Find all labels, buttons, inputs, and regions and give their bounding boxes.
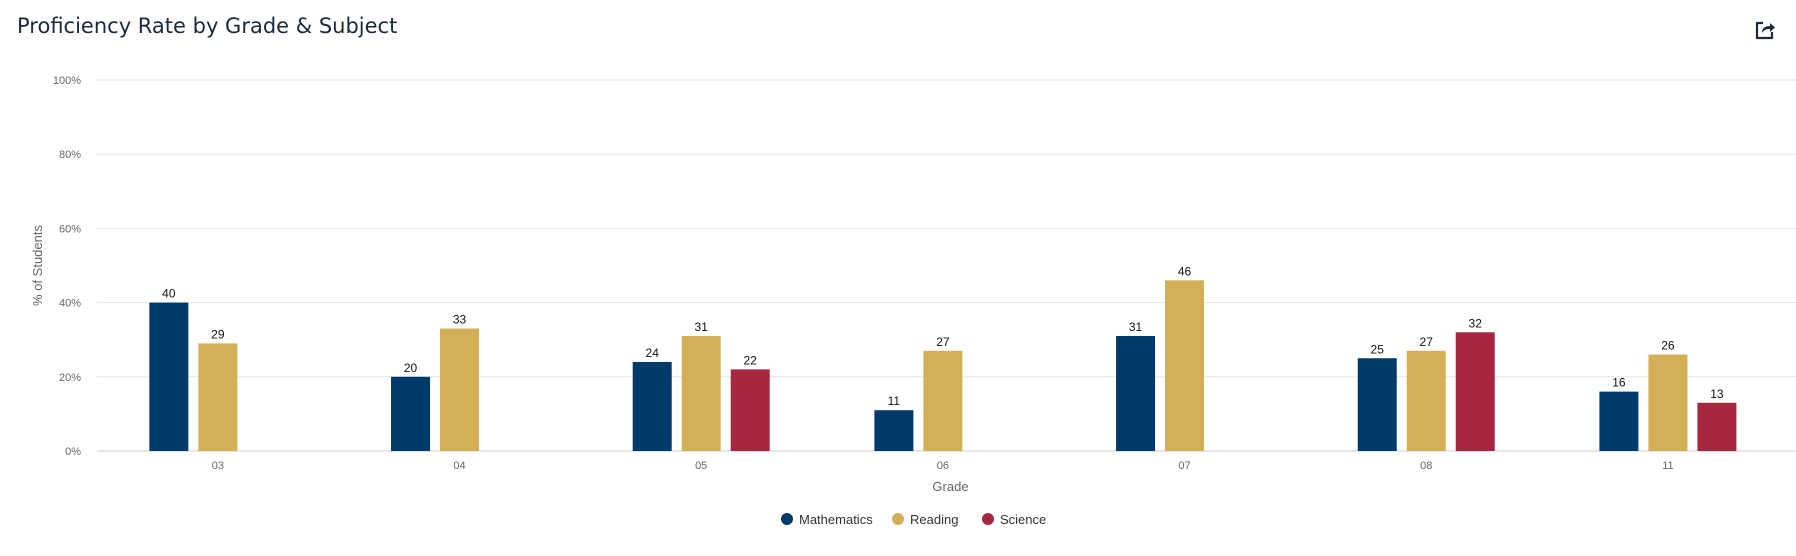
legend-label: Mathematics xyxy=(799,512,873,527)
bar-reading-05[interactable] xyxy=(681,335,721,451)
legend-item-reading[interactable]: Reading xyxy=(892,512,958,527)
y-tick-label: 40% xyxy=(59,298,81,310)
y-tick-label: 0% xyxy=(65,446,81,458)
x-tick-label: 07 xyxy=(1178,460,1190,472)
bars xyxy=(149,280,1737,451)
y-tick-label: 100% xyxy=(53,75,81,87)
bar-mathematics-11[interactable] xyxy=(1599,391,1639,451)
x-tick-label: 05 xyxy=(695,460,707,472)
bar-reading-07[interactable] xyxy=(1165,280,1205,451)
x-tick-label: 08 xyxy=(1420,460,1432,472)
y-tick-label: 20% xyxy=(59,372,81,384)
data-label: 11 xyxy=(888,394,901,408)
data-label: 32 xyxy=(1469,316,1483,330)
legend-label: Science xyxy=(1000,512,1046,527)
share-icon[interactable] xyxy=(1752,17,1778,43)
data-label: 26 xyxy=(1661,339,1675,353)
x-axis-ticks: 03 04 05 06 07 08 11 xyxy=(212,460,1674,472)
data-label: 31 xyxy=(695,320,709,334)
bar-reading-08[interactable] xyxy=(1406,350,1446,451)
bar-science-11[interactable] xyxy=(1697,402,1737,451)
legend-item-mathematics[interactable]: Mathematics xyxy=(781,512,873,527)
y-tick-label: 60% xyxy=(59,223,81,235)
data-labels: 40 29 20 33 24 31 22 11 27 31 46 25 27 32 16 26 13 xyxy=(162,264,1724,408)
data-label: 27 xyxy=(1420,335,1434,349)
data-label: 27 xyxy=(936,335,950,349)
x-axis-title: Grade xyxy=(932,479,968,494)
bar-science-05[interactable] xyxy=(730,369,770,451)
x-tick-label: 04 xyxy=(453,460,465,472)
legend-item-science[interactable]: Science xyxy=(982,512,1046,527)
bar-reading-03[interactable] xyxy=(198,343,238,451)
bar-reading-06[interactable] xyxy=(923,350,963,451)
data-label: 16 xyxy=(1612,376,1626,390)
data-label: 33 xyxy=(453,313,467,327)
y-tick-label: 80% xyxy=(59,149,81,161)
data-label: 22 xyxy=(744,353,758,367)
data-label: 29 xyxy=(211,327,225,341)
bar-mathematics-08[interactable] xyxy=(1357,358,1397,451)
bar-mathematics-04[interactable] xyxy=(391,376,431,451)
bar-mathematics-05[interactable] xyxy=(632,361,672,451)
legend: Mathematics Reading Science xyxy=(781,512,1046,527)
data-label: 46 xyxy=(1178,264,1192,278)
bar-mathematics-07[interactable] xyxy=(1116,335,1156,451)
bar-science-08[interactable] xyxy=(1455,332,1495,451)
data-label: 31 xyxy=(1129,320,1143,334)
data-label: 24 xyxy=(646,346,660,360)
legend-label: Reading xyxy=(910,512,958,527)
y-axis-title: % of Students xyxy=(30,225,45,306)
legend-marker xyxy=(781,513,793,525)
data-label: 40 xyxy=(162,287,176,301)
bar-reading-04[interactable] xyxy=(440,328,480,451)
data-label: 13 xyxy=(1710,387,1724,401)
chart-title: Proficiency Rate by Grade & Subject xyxy=(17,14,398,38)
bar-reading-11[interactable] xyxy=(1648,354,1688,451)
data-label: 20 xyxy=(404,361,418,375)
data-label: 25 xyxy=(1371,342,1385,356)
bar-mathematics-03[interactable] xyxy=(149,302,189,451)
bar-mathematics-06[interactable] xyxy=(874,410,914,451)
x-tick-label: 03 xyxy=(212,460,224,472)
legend-marker xyxy=(892,513,904,525)
legend-marker xyxy=(982,513,994,525)
y-axis-ticks: 0% 20% 40% 60% 80% 100% xyxy=(53,75,81,458)
x-tick-label: 11 xyxy=(1662,460,1673,472)
x-tick-label: 06 xyxy=(937,460,949,472)
